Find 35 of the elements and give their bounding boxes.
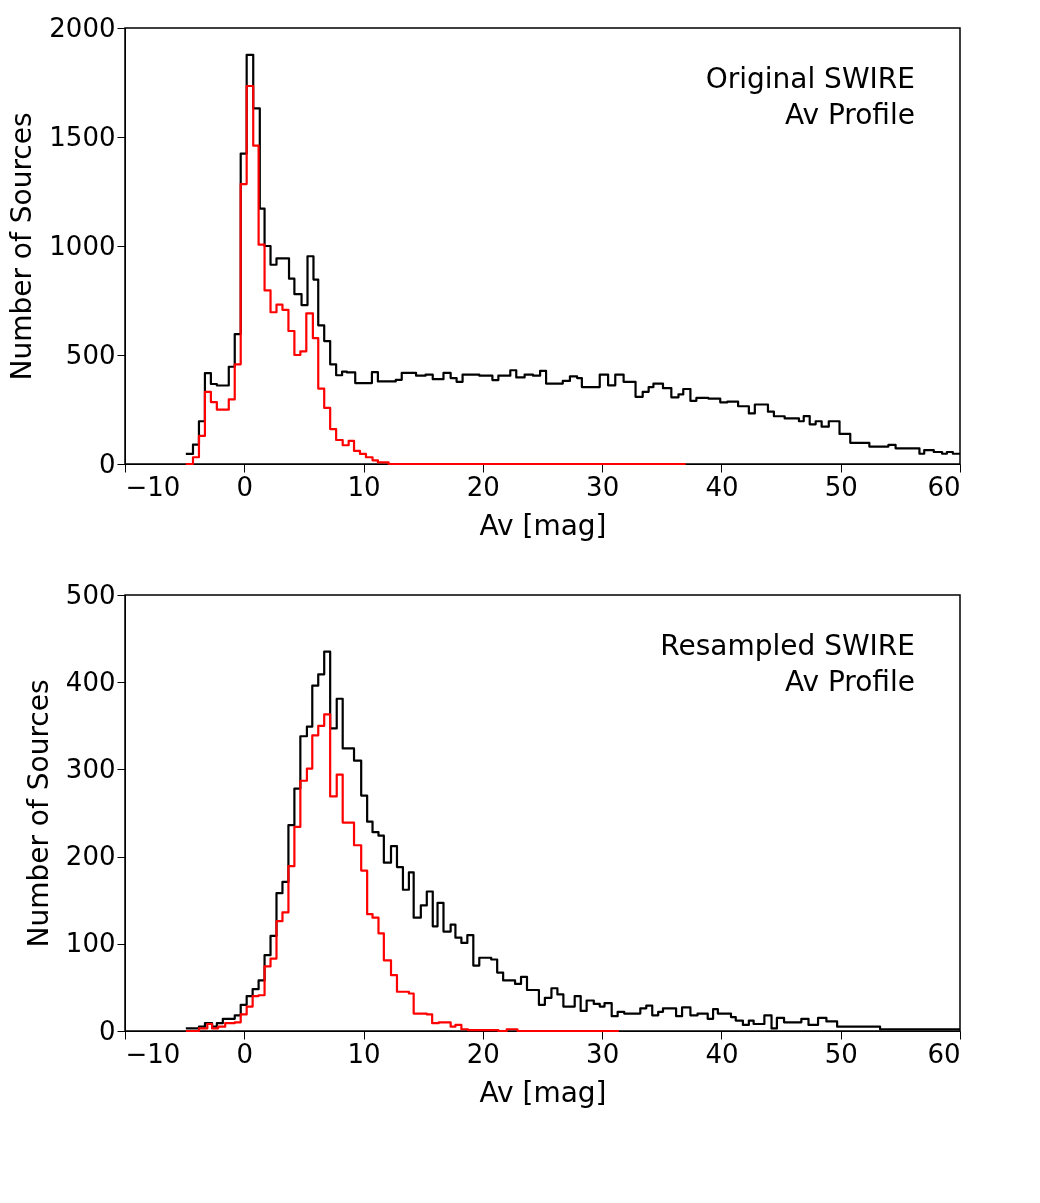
x-axis-title: Av [mag] (479, 1075, 607, 1109)
x-tick-label: 50 (824, 471, 858, 502)
y-tick-label: 500 (65, 339, 116, 370)
x-tick-label: 40 (705, 471, 739, 502)
x-tick-label: 10 (347, 471, 381, 502)
x-tick-label: 40 (705, 1038, 739, 1069)
x-tick-label: 60 (927, 1038, 961, 1069)
y-axis-title: Number of Sources (5, 112, 39, 381)
x-tick-label: 60 (927, 471, 961, 502)
y-tick-label: 1500 (49, 121, 116, 152)
x-tick-label: −10 (125, 471, 181, 502)
y-tick-label: 0 (98, 1015, 116, 1046)
x-tick-label: 10 (347, 1038, 381, 1069)
y-tick-label: 500 (65, 579, 116, 610)
annotation: Original SWIRE (705, 62, 915, 95)
y-tick-label: 200 (65, 841, 116, 872)
annotation: Av Profile (784, 98, 915, 131)
x-tick-label: −10 (125, 1038, 181, 1069)
y-tick-label: 400 (65, 666, 116, 697)
x-tick-label: 30 (586, 1038, 620, 1069)
x-tick-label: 0 (236, 1038, 254, 1069)
y-tick-label: 0 (98, 448, 116, 479)
x-tick-label: 0 (236, 471, 254, 502)
y-tick-label: 300 (65, 753, 116, 784)
y-tick-label: 100 (65, 928, 116, 959)
y-tick-label: 2000 (49, 12, 116, 43)
x-tick-label: 20 (466, 471, 500, 502)
y-axis-title: Number of Sources (21, 679, 55, 948)
annotation: Resampled SWIRE (660, 629, 915, 662)
annotation: Av Profile (784, 665, 915, 698)
x-tick-label: 20 (466, 1038, 500, 1069)
x-tick-label: 30 (586, 471, 620, 502)
y-tick-label: 1000 (49, 230, 116, 261)
x-tick-label: 50 (824, 1038, 858, 1069)
x-axis-title: Av [mag] (479, 508, 607, 542)
